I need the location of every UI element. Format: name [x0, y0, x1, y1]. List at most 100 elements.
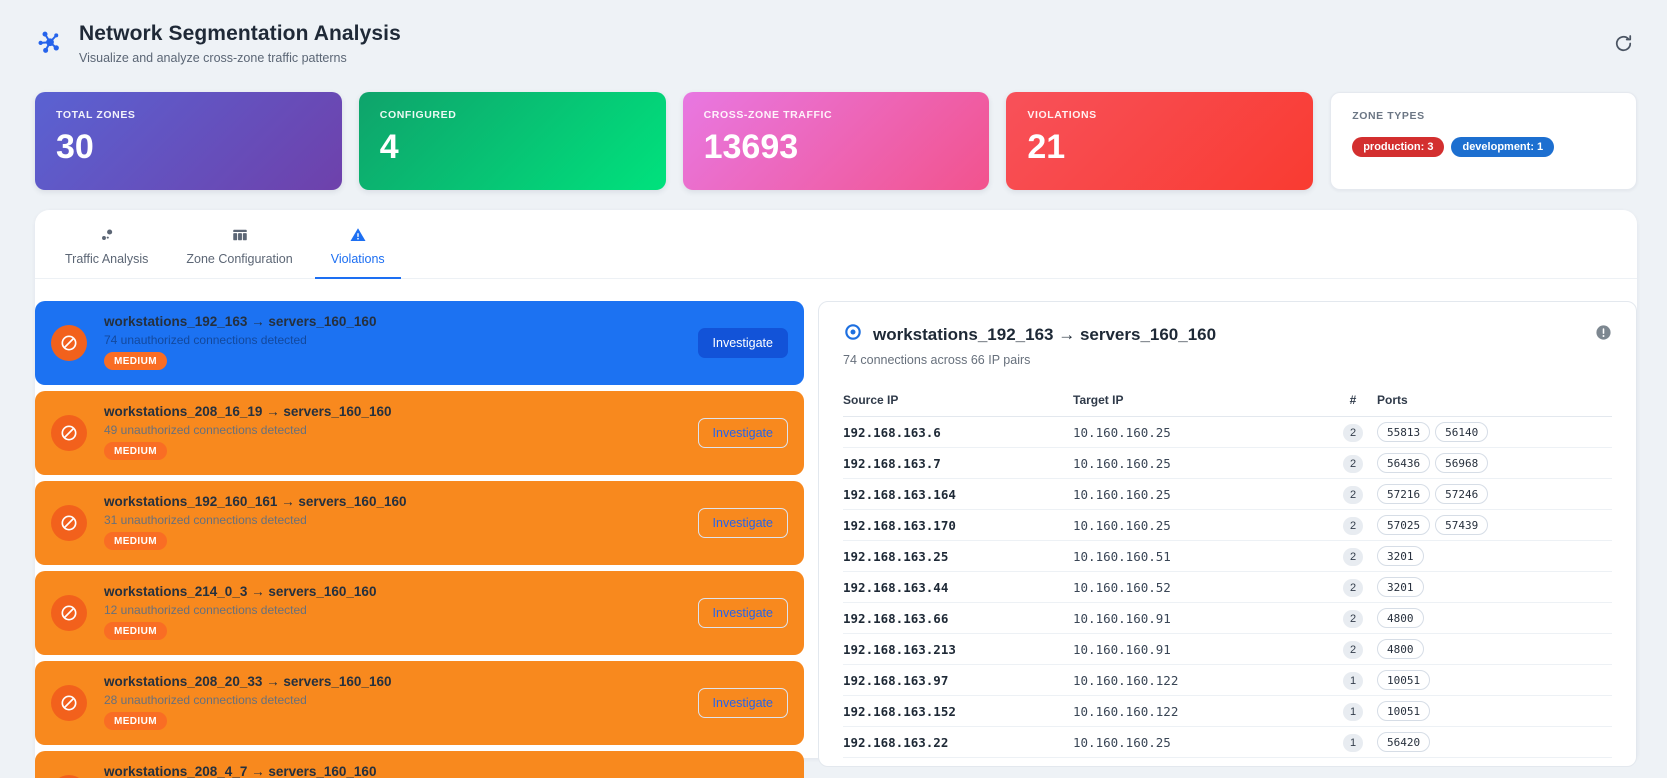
table-row[interactable]: 192.168.163.170 10.160.160.25 2 57025 574…	[843, 509, 1612, 541]
violation-title: workstations_208_20_33 → servers_160_160	[104, 674, 392, 689]
target-ip: 10.160.160.91	[1073, 633, 1329, 665]
stat-value: 21	[1027, 128, 1066, 166]
stat-label: VIOLATIONS	[1027, 109, 1097, 121]
severity-badge: MEDIUM	[104, 532, 167, 550]
tab-violations[interactable]: Violations	[314, 220, 401, 279]
tab-label: Traffic Analysis	[65, 252, 149, 266]
table-row[interactable]: 192.168.163.97 10.160.160.122 1 10051	[843, 664, 1612, 696]
violation-text: workstations_208_20_33 → servers_160_160…	[35, 661, 804, 730]
ports-cell: 4800	[1377, 602, 1612, 634]
pair-count-badge: 1	[1342, 671, 1364, 690]
table-row[interactable]: 192.168.163.152 10.160.160.122 1 10051	[843, 695, 1612, 727]
target-ip: 10.160.160.25	[1073, 447, 1329, 479]
detail-title: workstations_192_163 → servers_160_160	[873, 324, 1217, 344]
ports-cell: 57216 57246	[1377, 478, 1612, 510]
alert-circle-icon[interactable]	[1595, 324, 1612, 346]
stat-card-cross-zone-traffic: CROSS-ZONE TRAFFIC 13693	[682, 92, 990, 190]
network-nodes-icon	[35, 26, 65, 61]
table-row[interactable]: 192.168.163.25 10.160.160.51 2 3201	[843, 540, 1612, 572]
source-ip: 192.168.163.213	[843, 633, 1073, 665]
violation-text: workstations_192_163 → servers_160_160 7…	[35, 301, 804, 370]
ban-icon	[51, 595, 87, 631]
refresh-button[interactable]	[1610, 30, 1637, 60]
violation-title: workstations_192_163 → servers_160_160	[104, 314, 377, 329]
ban-icon	[51, 415, 87, 451]
source-ip: 192.168.163.22	[843, 726, 1073, 758]
stat-card-violations: VIOLATIONS 21	[1006, 92, 1314, 190]
ports-cell: 57025 57439	[1377, 509, 1612, 541]
table-row[interactable]: 192.168.163.7 10.160.160.25 2 56436 56968	[843, 447, 1612, 479]
violations-content: workstations_192_163 → servers_160_160 7…	[35, 279, 1637, 778]
violation-description: 31 unauthorized connections detected	[104, 513, 307, 527]
source-ip: 192.168.163.7	[843, 447, 1073, 479]
violation-card[interactable]: workstations_192_160_161 → servers_160_1…	[35, 481, 804, 565]
app-header: Network Segmentation Analysis Visualize …	[35, 22, 1637, 65]
pair-count-badge: 1	[1342, 733, 1364, 752]
table-row[interactable]: 192.168.163.22 10.160.160.25 1 56420	[843, 726, 1612, 758]
severity-badge: MEDIUM	[104, 622, 167, 640]
ports-cell: 10051	[1377, 664, 1612, 696]
investigate-button[interactable]: Investigate	[697, 508, 788, 538]
violations-list: workstations_192_163 → servers_160_160 7…	[35, 301, 804, 778]
ports-cell: 10051	[1377, 695, 1612, 727]
target-ip: 10.160.160.91	[1073, 602, 1329, 634]
severity-badge: MEDIUM	[104, 712, 167, 730]
ports-cell: 3201	[1377, 540, 1612, 572]
source-ip: 192.168.163.25	[843, 540, 1073, 572]
violation-card[interactable]: workstations_214_0_3 → servers_160_160 1…	[35, 571, 804, 655]
ip-pairs-table: Source IP Target IP # Ports 192.168.163.…	[843, 385, 1612, 758]
scatter-icon	[98, 226, 116, 247]
page-title: Network Segmentation Analysis	[79, 22, 401, 45]
column-header-count: #	[1329, 385, 1377, 417]
violation-card[interactable]: workstations_208_20_33 → servers_160_160…	[35, 661, 804, 745]
port-pill: 56140	[1435, 422, 1489, 442]
columns-icon	[231, 226, 249, 247]
detail-header: workstations_192_163 → servers_160_160	[843, 322, 1612, 347]
investigate-button[interactable]: Investigate	[697, 688, 788, 718]
port-pill: 3201	[1377, 546, 1424, 566]
table-row[interactable]: 192.168.163.44 10.160.160.52 2 3201	[843, 571, 1612, 603]
ban-icon	[51, 775, 87, 778]
ports-cell: 56420	[1377, 726, 1612, 758]
ip-pairs-body: 192.168.163.6 10.160.160.25 2 55813 56140…	[843, 416, 1612, 758]
column-header-source-ip: Source IP	[843, 385, 1073, 417]
tab-zone-configuration[interactable]: Zone Configuration	[170, 220, 308, 279]
ports-cell: 4800	[1377, 633, 1612, 665]
violation-card[interactable]: workstations_208_4_7 → servers_160_160 4…	[35, 751, 804, 778]
tab-traffic-analysis[interactable]: Traffic Analysis	[49, 220, 164, 279]
port-pill: 57025	[1377, 515, 1431, 535]
target-ip: 10.160.160.25	[1073, 726, 1329, 758]
table-row[interactable]: 192.168.163.66 10.160.160.91 2 4800	[843, 602, 1612, 634]
zone-type-badges: production: 3 development: 1	[1352, 137, 1615, 157]
pair-count-badge: 1	[1342, 702, 1364, 721]
zone-type-badge: development: 1	[1451, 137, 1555, 157]
table-row[interactable]: 192.168.163.6 10.160.160.25 2 55813 56140	[843, 416, 1612, 448]
violation-card[interactable]: workstations_192_163 → servers_160_160 7…	[35, 301, 804, 385]
port-pill: 10051	[1377, 670, 1431, 690]
investigate-button[interactable]: Investigate	[697, 598, 788, 628]
pair-count-badge: 2	[1342, 485, 1364, 504]
violation-card[interactable]: workstations_208_16_19 → servers_160_160…	[35, 391, 804, 475]
zone-type-badge: production: 3	[1352, 137, 1445, 157]
severity-badge: MEDIUM	[104, 442, 167, 460]
port-pill: 57439	[1435, 515, 1489, 535]
tab-label: Zone Configuration	[186, 252, 293, 266]
pair-count-badge: 2	[1342, 578, 1364, 597]
zone-types-label: ZONE TYPES	[1352, 110, 1425, 122]
page-subtitle: Visualize and analyze cross-zone traffic…	[79, 51, 347, 65]
detail-subtitle: 74 connections across 66 IP pairs	[843, 353, 1031, 367]
port-pill: 56420	[1377, 732, 1431, 752]
target-ip: 10.160.160.122	[1073, 664, 1329, 696]
table-header-row: Source IP Target IP # Ports	[843, 385, 1612, 417]
port-pill: 57246	[1435, 484, 1489, 504]
table-row[interactable]: 192.168.163.164 10.160.160.25 2 57216 572…	[843, 478, 1612, 510]
investigate-button[interactable]: Investigate	[697, 418, 788, 448]
table-row[interactable]: 192.168.163.213 10.160.160.91 2 4800	[843, 633, 1612, 665]
ban-icon	[51, 325, 87, 361]
source-ip: 192.168.163.66	[843, 602, 1073, 634]
violation-detail-panel: workstations_192_163 → servers_160_160 7…	[818, 301, 1637, 767]
ports-cell: 56436 56968	[1377, 447, 1612, 479]
source-ip: 192.168.163.170	[843, 509, 1073, 541]
violation-title: workstations_208_16_19 → servers_160_160	[104, 404, 392, 419]
investigate-button[interactable]: Investigate	[697, 328, 788, 358]
